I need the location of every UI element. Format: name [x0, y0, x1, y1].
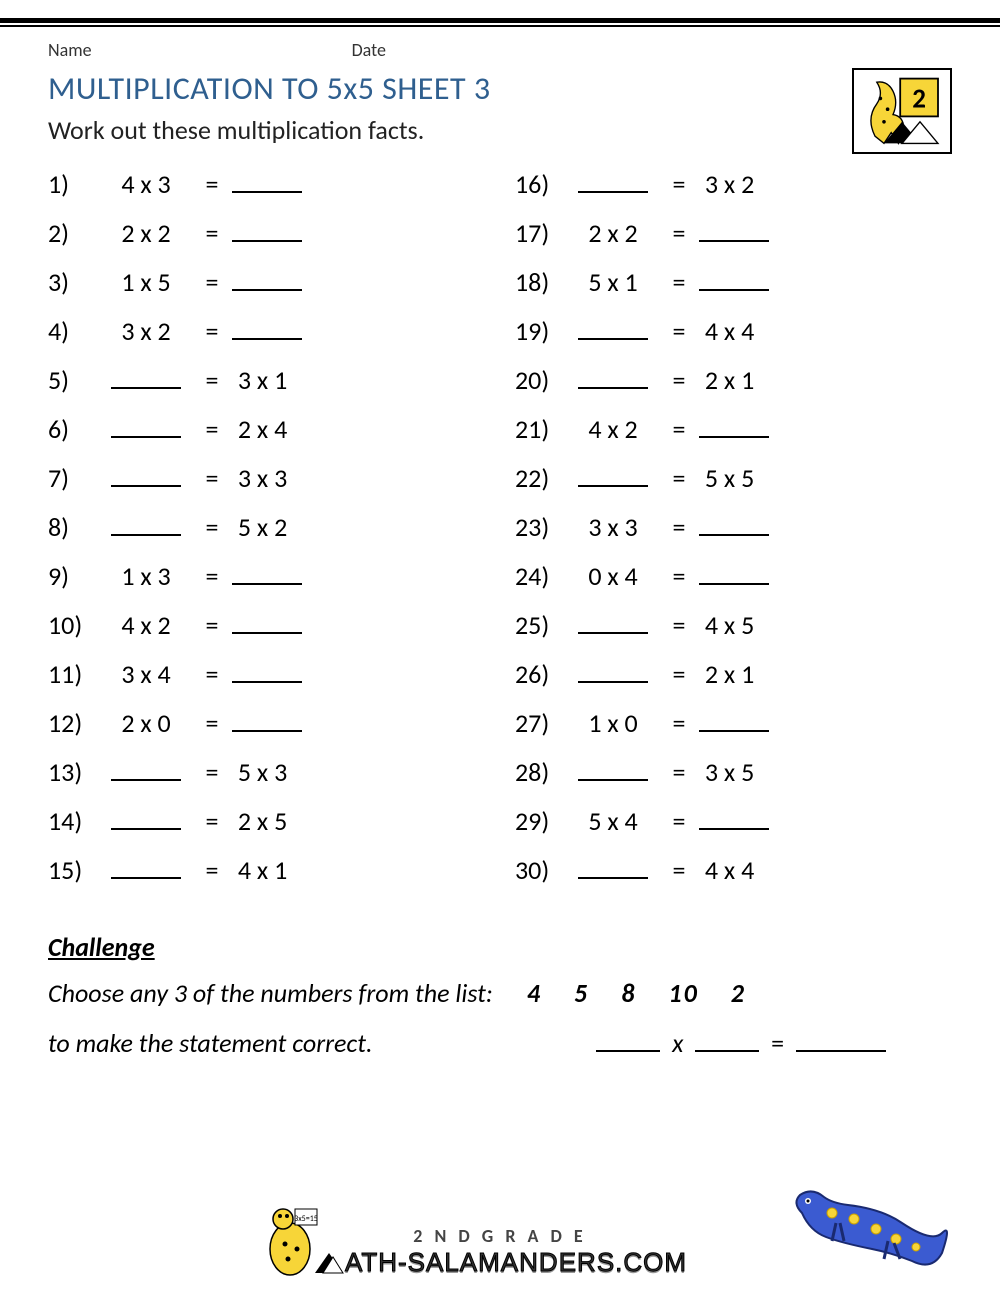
problems-grid: 1)4 x 3=2)2 x 2=3)1 x 5=4)3 x 2=5)= 3 x … [48, 168, 952, 903]
problem-row: 6)= 2 x 4 [48, 413, 485, 462]
challenge-statement: x = [590, 1027, 892, 1059]
challenge-heading: Challenge [48, 931, 952, 963]
problem-row: 1)4 x 3= [48, 168, 485, 217]
salamander-right-icon [792, 1183, 952, 1278]
problem-row: 26)= 2 x 1 [515, 658, 952, 707]
problem-row: 24)0 x 4= [515, 560, 952, 609]
date-label: Date [352, 39, 386, 61]
challenge-numbers: 458102 [511, 977, 762, 1009]
problem-row: 12)2 x 0= [48, 707, 485, 756]
problem-row: 5)= 3 x 1 [48, 364, 485, 413]
problem-row: 20)= 2 x 1 [515, 364, 952, 413]
problem-row: 11)3 x 4= [48, 658, 485, 707]
problem-row: 22)= 5 x 5 [515, 462, 952, 511]
worksheet-title: MULTIPLICATION TO 5x5 SHEET 3 [48, 69, 952, 108]
challenge-line2: to make the statement correct. [48, 1027, 373, 1059]
problem-row: 16)= 3 x 2 [515, 168, 952, 217]
problem-row: 10)4 x 2= [48, 609, 485, 658]
problem-row: 4)3 x 2= [48, 315, 485, 364]
problem-row: 9)1 x 3= [48, 560, 485, 609]
problem-row: 3)1 x 5= [48, 266, 485, 315]
problem-row: 7)= 3 x 3 [48, 462, 485, 511]
challenge-line1: Choose any 3 of the numbers from the lis… [48, 977, 493, 1009]
problem-row: 14)= 2 x 5 [48, 805, 485, 854]
problem-row: 19)= 4 x 4 [515, 315, 952, 364]
problem-row: 25)= 4 x 5 [515, 609, 952, 658]
problem-row: 29)5 x 4= [515, 805, 952, 854]
problem-row: 27)1 x 0= [515, 707, 952, 756]
grade-logo: 2 [852, 68, 952, 154]
problem-row: 8)= 5 x 2 [48, 511, 485, 560]
name-label: Name [48, 39, 92, 61]
problem-row: 13)= 5 x 3 [48, 756, 485, 805]
problem-row: 28)= 3 x 5 [515, 756, 952, 805]
svg-text:3x5=15: 3x5=15 [294, 1214, 318, 1224]
problem-row: 30)= 4 x 4 [515, 854, 952, 903]
problem-row: 15)= 4 x 1 [48, 854, 485, 903]
problem-row: 17)2 x 2= [515, 217, 952, 266]
problem-row: 18)5 x 1= [515, 266, 952, 315]
problem-row: 21)4 x 2= [515, 413, 952, 462]
problem-row: 23)3 x 3= [515, 511, 952, 560]
instructions: Work out these multiplication facts. [48, 114, 952, 146]
problem-row: 2)2 x 2= [48, 217, 485, 266]
svg-text:2: 2 [912, 82, 926, 115]
